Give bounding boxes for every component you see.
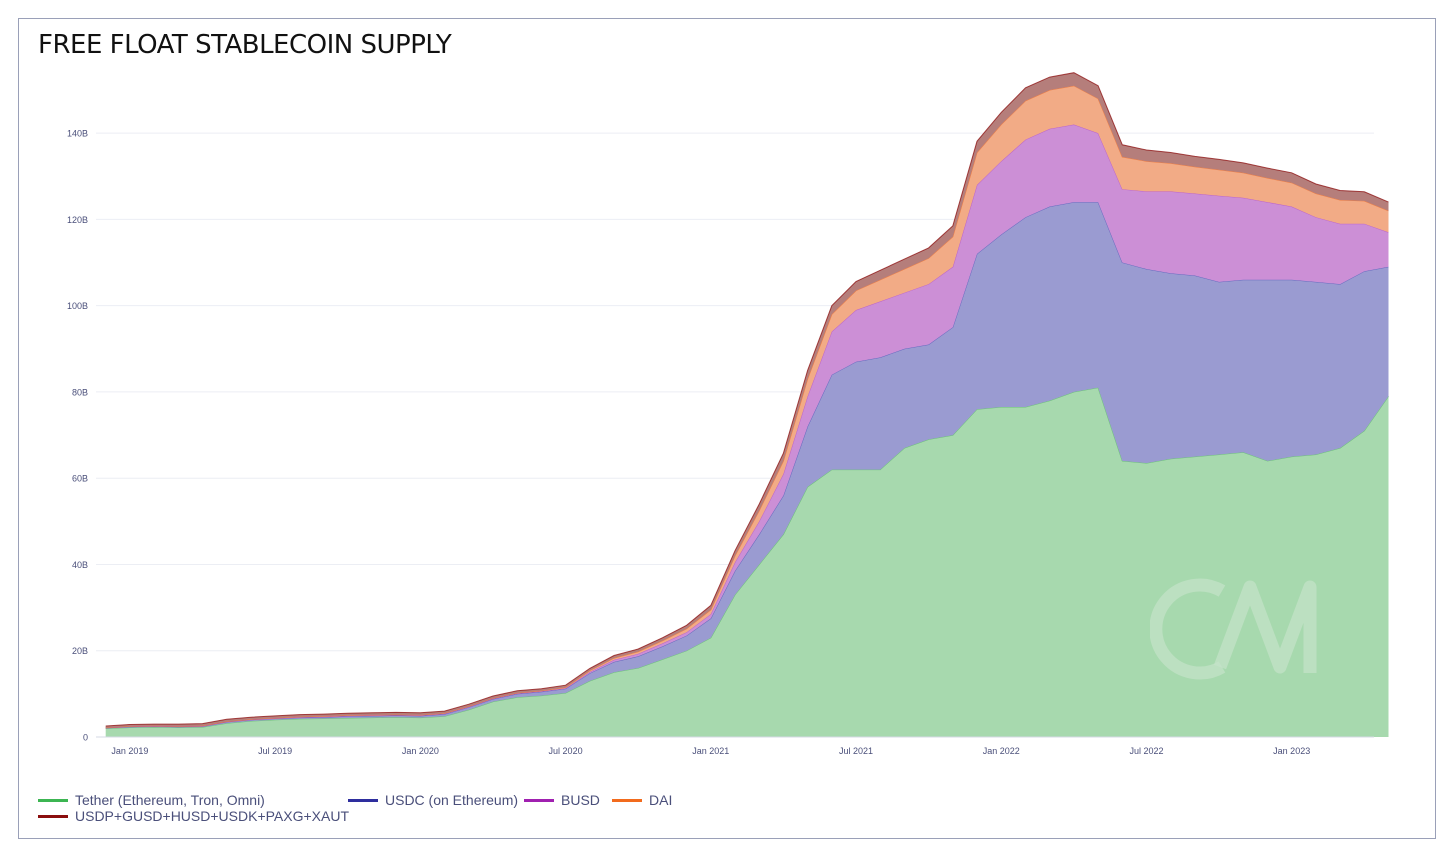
legend-swatch-usdc [348, 798, 378, 802]
legend-swatch-dai [612, 798, 642, 802]
area-others-line [105, 72, 1389, 727]
legend-item-others[interactable]: USDP+GUSD+HUSD+USDK+PAXG+XAUT [38, 808, 349, 824]
x-tick-label: Jul 2021 [839, 746, 873, 756]
x-tick-label: Jan 2021 [692, 746, 729, 756]
area-tether [105, 387, 1389, 737]
y-tick-label: 20B [72, 646, 88, 656]
legend-label-tether: Tether (Ethereum, Tron, Omni) [75, 792, 265, 808]
legend-swatch-tether [38, 798, 68, 802]
x-tick-label: Jan 2022 [983, 746, 1020, 756]
y-tick-label: 100B [67, 301, 88, 311]
area-usdc [105, 202, 1389, 729]
legend-label-busd: BUSD [561, 792, 600, 808]
cm-watermark-logo [1150, 578, 1317, 680]
x-tick-label: Jul 2020 [549, 746, 583, 756]
x-tick-label: Jan 2020 [402, 746, 439, 756]
y-tick-label: 0 [83, 733, 88, 743]
x-tick-label: Jan 2023 [1273, 746, 1310, 756]
y-tick-label: 60B [72, 474, 88, 484]
stacked-areas [105, 72, 1389, 737]
y-tick-label: 140B [67, 129, 88, 139]
legend-item-dai[interactable]: DAI [612, 792, 672, 808]
legend-swatch-others [38, 814, 68, 818]
x-tick-label: Jul 2022 [1129, 746, 1163, 756]
y-tick-label: 40B [72, 560, 88, 570]
legend-item-busd[interactable]: BUSD [524, 792, 600, 808]
x-tick-label: Jul 2019 [258, 746, 292, 756]
legend-label-others: USDP+GUSD+HUSD+USDK+PAXG+XAUT [75, 808, 349, 824]
y-tick-label: 80B [72, 387, 88, 397]
axes: 0 20B 40B 60B 80B 100B 120B 140B Jan 2019 Jul 201… [67, 129, 1374, 756]
y-tick-label: 120B [67, 215, 88, 225]
legend-label-usdc: USDC (on Ethereum) [385, 792, 519, 808]
legend-item-usdc[interactable]: USDC (on Ethereum) [348, 792, 518, 808]
legend-label-dai: DAI [649, 792, 673, 808]
chart-title: FREE FLOAT STABLECOIN SUPPLY [38, 30, 452, 60]
legend-swatch-busd [524, 798, 554, 802]
legend-item-tether[interactable]: Tether (Ethereum, Tron, Omni) [38, 792, 265, 808]
x-tick-label: Jan 2019 [111, 746, 148, 756]
